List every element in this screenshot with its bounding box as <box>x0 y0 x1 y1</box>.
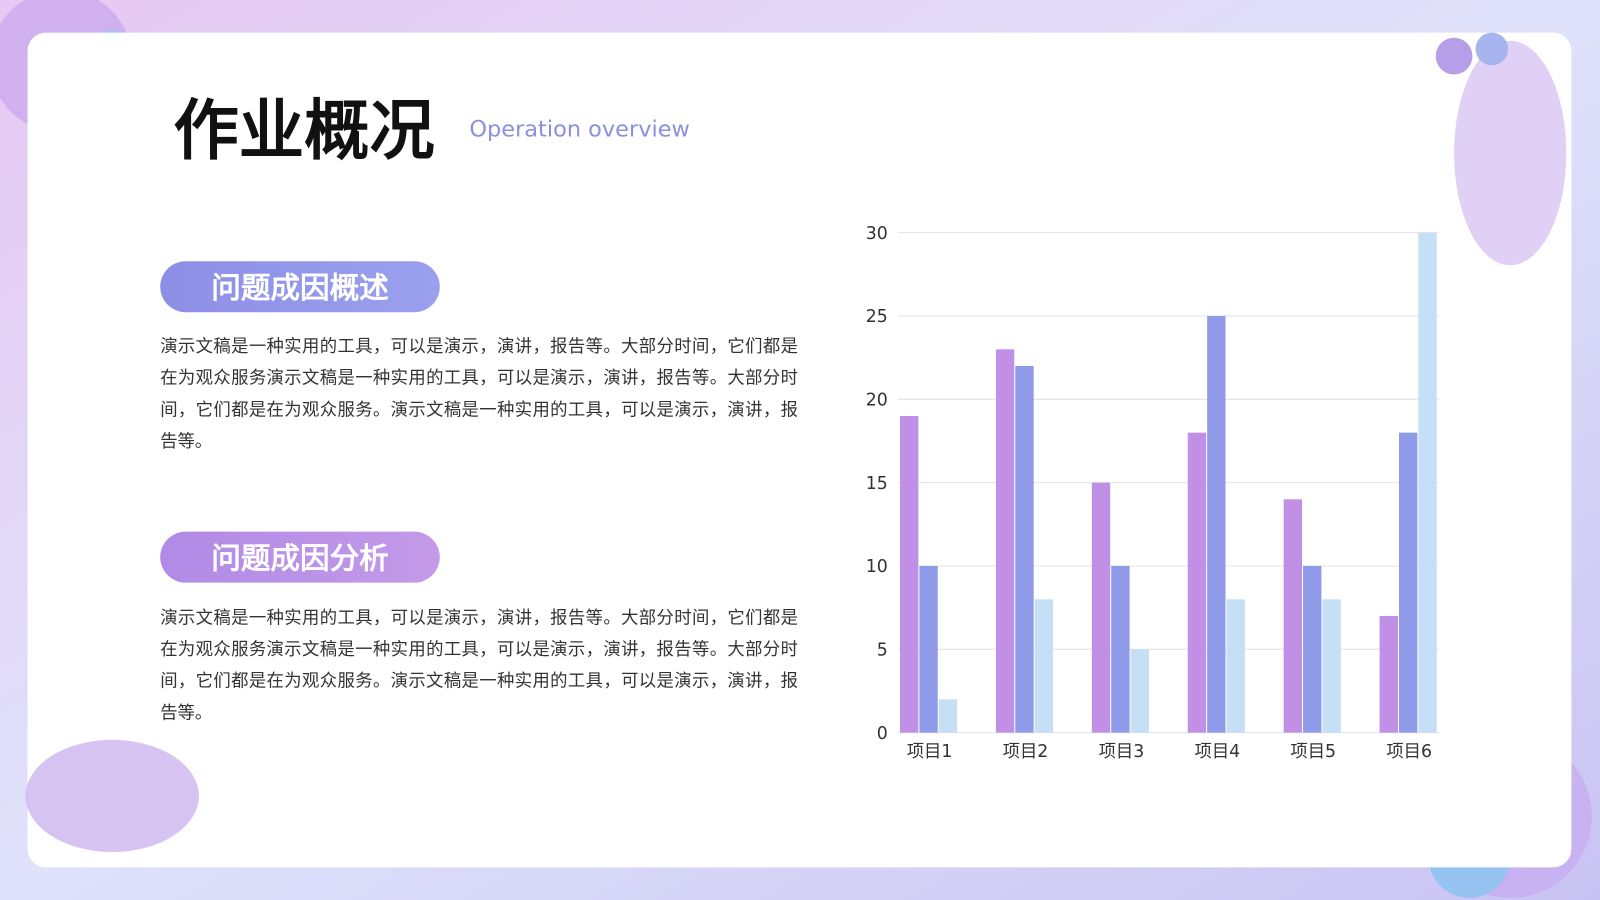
x-tick-label: 项目1 <box>907 742 953 762</box>
balloon <box>1475 32 1509 66</box>
bar <box>1398 432 1418 733</box>
bar <box>938 699 958 733</box>
subtitle: Operation overview <box>469 117 690 143</box>
bar <box>1379 615 1398 733</box>
bar <box>900 415 919 733</box>
x-tick-label: 项目6 <box>1386 742 1432 762</box>
section-heading: 问题成因分析 <box>211 541 388 575</box>
y-tick-label: 0 <box>877 724 888 744</box>
y-tick-label: 30 <box>866 224 888 244</box>
x-tick-label: 项目3 <box>1099 742 1145 762</box>
bar <box>919 565 938 733</box>
bar <box>1322 599 1341 733</box>
section-body-box: 演示文稿是一种实用的工具，可以是演示，演讲，报告等。大部分时间，它们都是在为观众… <box>160 336 798 453</box>
bar <box>1091 482 1111 733</box>
bar <box>995 349 1015 733</box>
mermaid-bottom <box>25 739 199 853</box>
y-tick-label: 5 <box>877 640 888 660</box>
bar <box>1187 432 1207 733</box>
bar <box>1034 599 1054 733</box>
bar <box>1303 565 1322 733</box>
bar <box>1111 565 1130 733</box>
x-tick-label: 项目4 <box>1195 742 1241 762</box>
title: 作业概况 <box>173 93 434 169</box>
section-body: 演示文稿是一种实用的工具，可以是演示，演讲，报告等。大部分时间，它们都是在为观众… <box>160 336 798 453</box>
y-tick-label: 25 <box>866 307 888 327</box>
bar <box>1226 599 1245 733</box>
bar <box>1130 649 1149 733</box>
y-tick-label: 10 <box>866 557 888 577</box>
bar <box>1283 499 1303 733</box>
card <box>27 32 1572 868</box>
bar <box>1015 365 1034 733</box>
section-body-box: 演示文稿是一种实用的工具，可以是演示，演讲，报告等。大部分时间，它们都是在为观众… <box>160 608 798 724</box>
bar <box>1418 232 1437 733</box>
y-tick-label: 15 <box>866 474 888 494</box>
mermaid-top <box>1454 40 1567 266</box>
heading-pill <box>160 261 440 313</box>
mermaid-illustration <box>25 32 1567 853</box>
bar <box>1207 315 1226 733</box>
section-heading: 问题成因概述 <box>211 271 389 305</box>
chart: 0 5 10 15 20 25 30 项目1 项目2 项目3 项目4 项目5 项目6 <box>866 224 1439 762</box>
y-tick-label: 20 <box>866 390 888 410</box>
x-tick-label: 项目2 <box>1003 742 1049 762</box>
balloon <box>1435 37 1473 75</box>
heading-pill <box>160 531 440 583</box>
section-body: 演示文稿是一种实用的工具，可以是演示，演讲，报告等。大部分时间，它们都是在为观众… <box>160 608 798 724</box>
x-tick-label: 项目5 <box>1290 742 1336 762</box>
